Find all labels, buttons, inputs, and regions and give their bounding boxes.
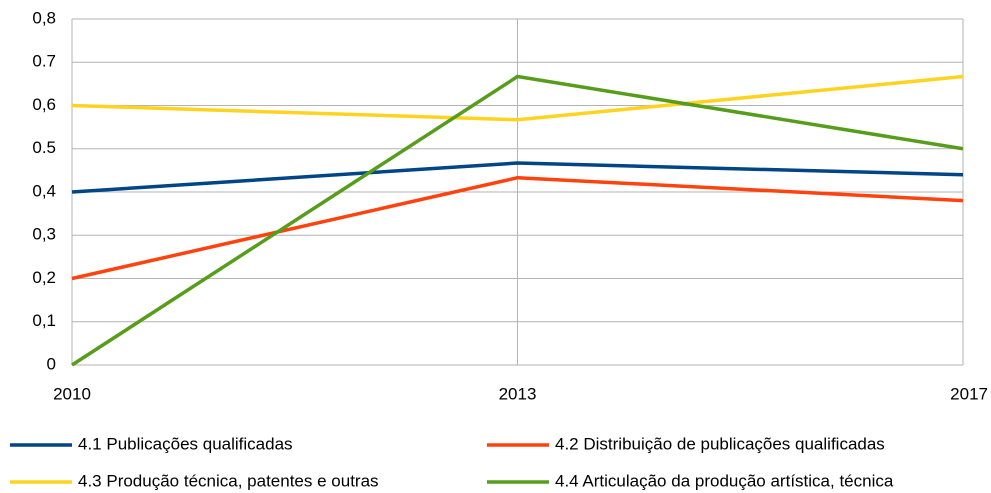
y-tick-label: 0,8: [32, 8, 56, 27]
line-series: [71, 175, 964, 281]
y-tick-label: 0.5: [32, 138, 56, 157]
legend-label: 4.2 Distribuição de publicações qualific…: [555, 434, 885, 453]
y-tick-label: 0,6: [32, 95, 56, 114]
legend-label: 4.3 Produção técnica, patentes e outras: [78, 471, 379, 490]
x-tick-label: 2010: [53, 384, 91, 403]
line-series: [71, 161, 964, 194]
y-tick-label: 0,3: [32, 225, 56, 244]
legend-label: 4.4 Articulação da produção artística, t…: [555, 471, 894, 490]
y-tick-label: 0,1: [32, 311, 56, 330]
legend-label: 4.1 Publicações qualificadas: [78, 434, 293, 453]
y-tick-label: 0,2: [32, 268, 56, 287]
x-tick-label: 2013: [499, 384, 537, 403]
line-series: [71, 74, 964, 122]
y-tick-label: 0: [47, 354, 56, 373]
y-tick-label: 0,4: [32, 181, 56, 200]
x-tick-label: 2017: [950, 384, 988, 403]
line-series: [71, 74, 964, 367]
y-tick-label: 0.7: [32, 52, 56, 71]
